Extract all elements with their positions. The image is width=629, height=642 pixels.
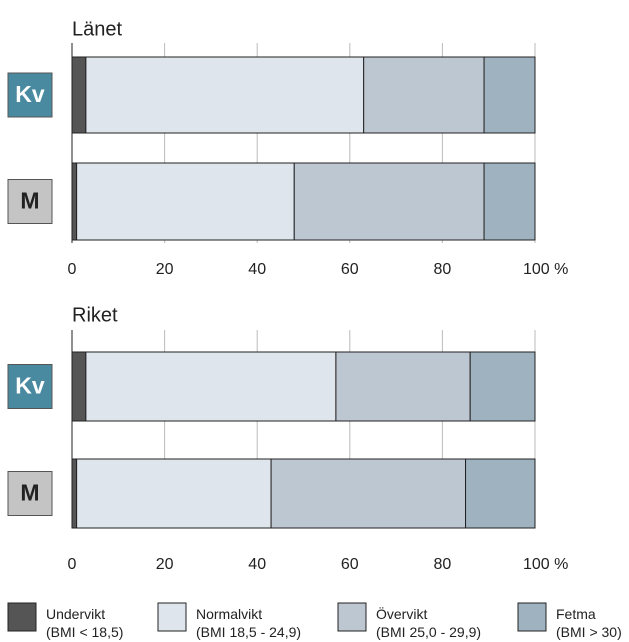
legend-description: (BMI 25,0 - 29,9) [376, 624, 481, 640]
x-tick-label: 100 % [523, 556, 568, 573]
legend-label: Fetma [556, 606, 596, 622]
x-tick-label: 60 [341, 261, 359, 278]
legend-swatch [517, 602, 547, 632]
row-label: Kv [15, 373, 45, 399]
x-tick-label: 80 [434, 556, 452, 573]
x-tick-label: 0 [68, 261, 77, 278]
bar-segment [85, 351, 337, 422]
bar-segment [483, 56, 536, 134]
x-tick-label: 20 [156, 556, 174, 573]
x-tick-label: 0 [68, 556, 77, 573]
chart-title: Länet [72, 18, 122, 40]
row-label: Kv [15, 81, 45, 107]
row-label-box [7, 179, 53, 224]
legend-label: Övervikt [376, 605, 427, 622]
bar-segment [76, 458, 272, 529]
bar-segment [293, 162, 485, 241]
legend-description: (BMI < 18,5) [46, 624, 123, 640]
legend-swatch [157, 602, 187, 632]
x-tick-label: 100 % [523, 261, 568, 278]
chart-title: Riket [72, 304, 118, 326]
bar-segment [71, 56, 87, 134]
x-tick-label: 80 [434, 261, 452, 278]
row-label-box [7, 364, 53, 409]
bar-segment [76, 162, 295, 241]
bar-segment [469, 351, 536, 422]
x-tick-label: 60 [341, 556, 359, 573]
legend-label: Normalvikt [196, 606, 262, 622]
x-tick-label: 20 [156, 261, 174, 278]
x-tick-label: 40 [248, 556, 266, 573]
bar-segment [71, 458, 78, 529]
legend-description: (BMI > 30) [556, 624, 622, 640]
row-label-box [7, 471, 53, 516]
bar-segment [71, 162, 78, 241]
legend-description: (BMI 18,5 - 24,9) [196, 624, 301, 640]
row-label-box [7, 72, 53, 118]
row-label: M [20, 480, 39, 506]
bar-segment [483, 162, 536, 241]
bar-segment [465, 458, 536, 529]
x-tick-label: 40 [248, 261, 266, 278]
bar-segment [71, 351, 87, 422]
bar-segment [270, 458, 467, 529]
legend-swatch [7, 602, 37, 632]
bar-segment [335, 351, 471, 422]
legend-swatch [337, 602, 367, 632]
bar-segment [85, 56, 365, 134]
legend-label: Undervikt [46, 606, 105, 622]
row-label: M [20, 188, 39, 214]
bar-segment [363, 56, 485, 134]
